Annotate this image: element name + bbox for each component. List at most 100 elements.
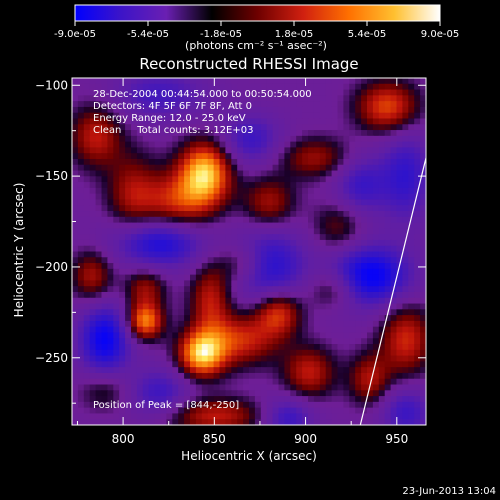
heatmap-cell <box>195 291 203 299</box>
heatmap-cell <box>319 338 327 345</box>
heatmap-cell <box>231 211 238 218</box>
heatmap-cell <box>302 280 309 287</box>
heatmap-cell <box>249 413 256 420</box>
heatmap-cell <box>77 182 85 189</box>
heatmap-cell <box>166 228 173 235</box>
heatmap-cell <box>136 419 144 425</box>
heatmap-cell <box>101 89 108 96</box>
heatmap-cell <box>296 141 303 148</box>
heatmap-cell <box>367 95 374 102</box>
heatmap-cell <box>237 297 244 305</box>
heatmap-cell <box>349 211 356 218</box>
heatmap-cell <box>101 344 108 351</box>
heatmap-cell <box>372 112 380 120</box>
heatmap-cell <box>190 187 197 195</box>
heatmap-cell <box>378 413 386 420</box>
heatmap-cell <box>237 257 244 264</box>
heatmap-cell <box>201 326 209 334</box>
heatmap-cell <box>361 83 368 91</box>
heatmap-cell <box>148 286 156 293</box>
heatmap-cell <box>95 89 103 96</box>
heatmap-cell <box>190 211 197 218</box>
heatmap-cell <box>160 372 167 380</box>
heatmap-cell <box>402 112 409 120</box>
heatmap-cell <box>390 164 398 172</box>
heatmap-cell <box>195 118 203 125</box>
heatmap-cell <box>372 315 380 322</box>
heatmap-cell <box>131 344 138 351</box>
heatmap-cell <box>172 176 179 183</box>
heatmap-cell <box>367 222 374 229</box>
heatmap-cell <box>414 384 421 391</box>
heatmap-cell <box>361 147 368 154</box>
heatmap-cell <box>237 355 244 362</box>
heatmap-cell <box>89 355 97 362</box>
heatmap-cell <box>372 158 380 166</box>
heatmap-cell <box>284 83 291 91</box>
heatmap-cell <box>278 326 285 334</box>
heatmap-cell <box>154 320 162 328</box>
heatmap-cell <box>331 355 339 362</box>
heatmap-cell <box>384 101 392 108</box>
heatmap-cell <box>89 239 97 247</box>
heatmap-cell <box>231 407 238 415</box>
heatmap-cell <box>343 344 350 351</box>
heatmap-cell <box>225 349 232 357</box>
heatmap-cell <box>107 187 114 195</box>
heatmap-cell <box>201 193 209 201</box>
heatmap-cell <box>190 106 197 114</box>
heatmap-cell <box>148 222 156 229</box>
heatmap-cell <box>249 257 256 264</box>
heatmap-cell <box>166 344 173 351</box>
heatmap-cell <box>337 222 344 229</box>
heatmap-cell <box>154 216 162 224</box>
heatmap-cell <box>313 286 321 293</box>
heatmap-cell <box>136 355 144 362</box>
heatmap-cell <box>101 187 108 195</box>
heatmap-cell <box>390 384 398 391</box>
heatmap-cell <box>207 401 215 409</box>
heatmap-cell <box>154 234 162 241</box>
heatmap-cell <box>343 228 350 235</box>
heatmap-cell <box>125 297 132 305</box>
heatmap-cell <box>361 413 368 420</box>
heatmap-cell <box>254 268 262 276</box>
heatmap-cell <box>190 344 197 351</box>
heatmap-cell <box>408 390 415 397</box>
heatmap-cell <box>367 147 374 154</box>
heatmap-cell <box>83 280 91 287</box>
heatmap-cell <box>266 338 274 345</box>
heatmap-cell <box>302 297 309 305</box>
heatmap-cell <box>420 211 426 218</box>
heatmap-cell <box>184 361 191 368</box>
heatmap-cell <box>396 407 403 415</box>
heatmap-cell <box>184 309 191 316</box>
heatmap-cell <box>343 297 350 305</box>
heatmap-cell <box>207 170 215 177</box>
heatmap-cell <box>95 141 103 148</box>
heatmap-cell <box>178 112 185 120</box>
heatmap-cell <box>225 332 232 339</box>
heatmap-cell <box>325 384 333 391</box>
heatmap-cell <box>396 141 403 148</box>
heatmap-cell <box>308 280 315 287</box>
heatmap-cell <box>372 78 380 85</box>
heatmap-cell <box>331 158 339 166</box>
heatmap-cell <box>308 147 315 154</box>
heatmap-cell <box>367 101 374 108</box>
heatmap-cell <box>207 361 215 368</box>
heatmap-cell <box>355 286 362 293</box>
heatmap-cell <box>372 193 380 201</box>
heatmap-cell <box>136 95 144 102</box>
heatmap-cell <box>89 372 97 380</box>
heatmap-cell <box>313 320 321 328</box>
heatmap-cell <box>166 89 173 96</box>
heatmap-cell <box>107 234 114 241</box>
heatmap-cell <box>384 401 392 409</box>
heatmap-cell <box>372 297 380 305</box>
heatmap-cell <box>260 112 268 120</box>
heatmap-cell <box>325 112 333 120</box>
heatmap-cell <box>355 112 362 120</box>
heatmap-cell <box>337 228 344 235</box>
heatmap-cell <box>254 315 262 322</box>
